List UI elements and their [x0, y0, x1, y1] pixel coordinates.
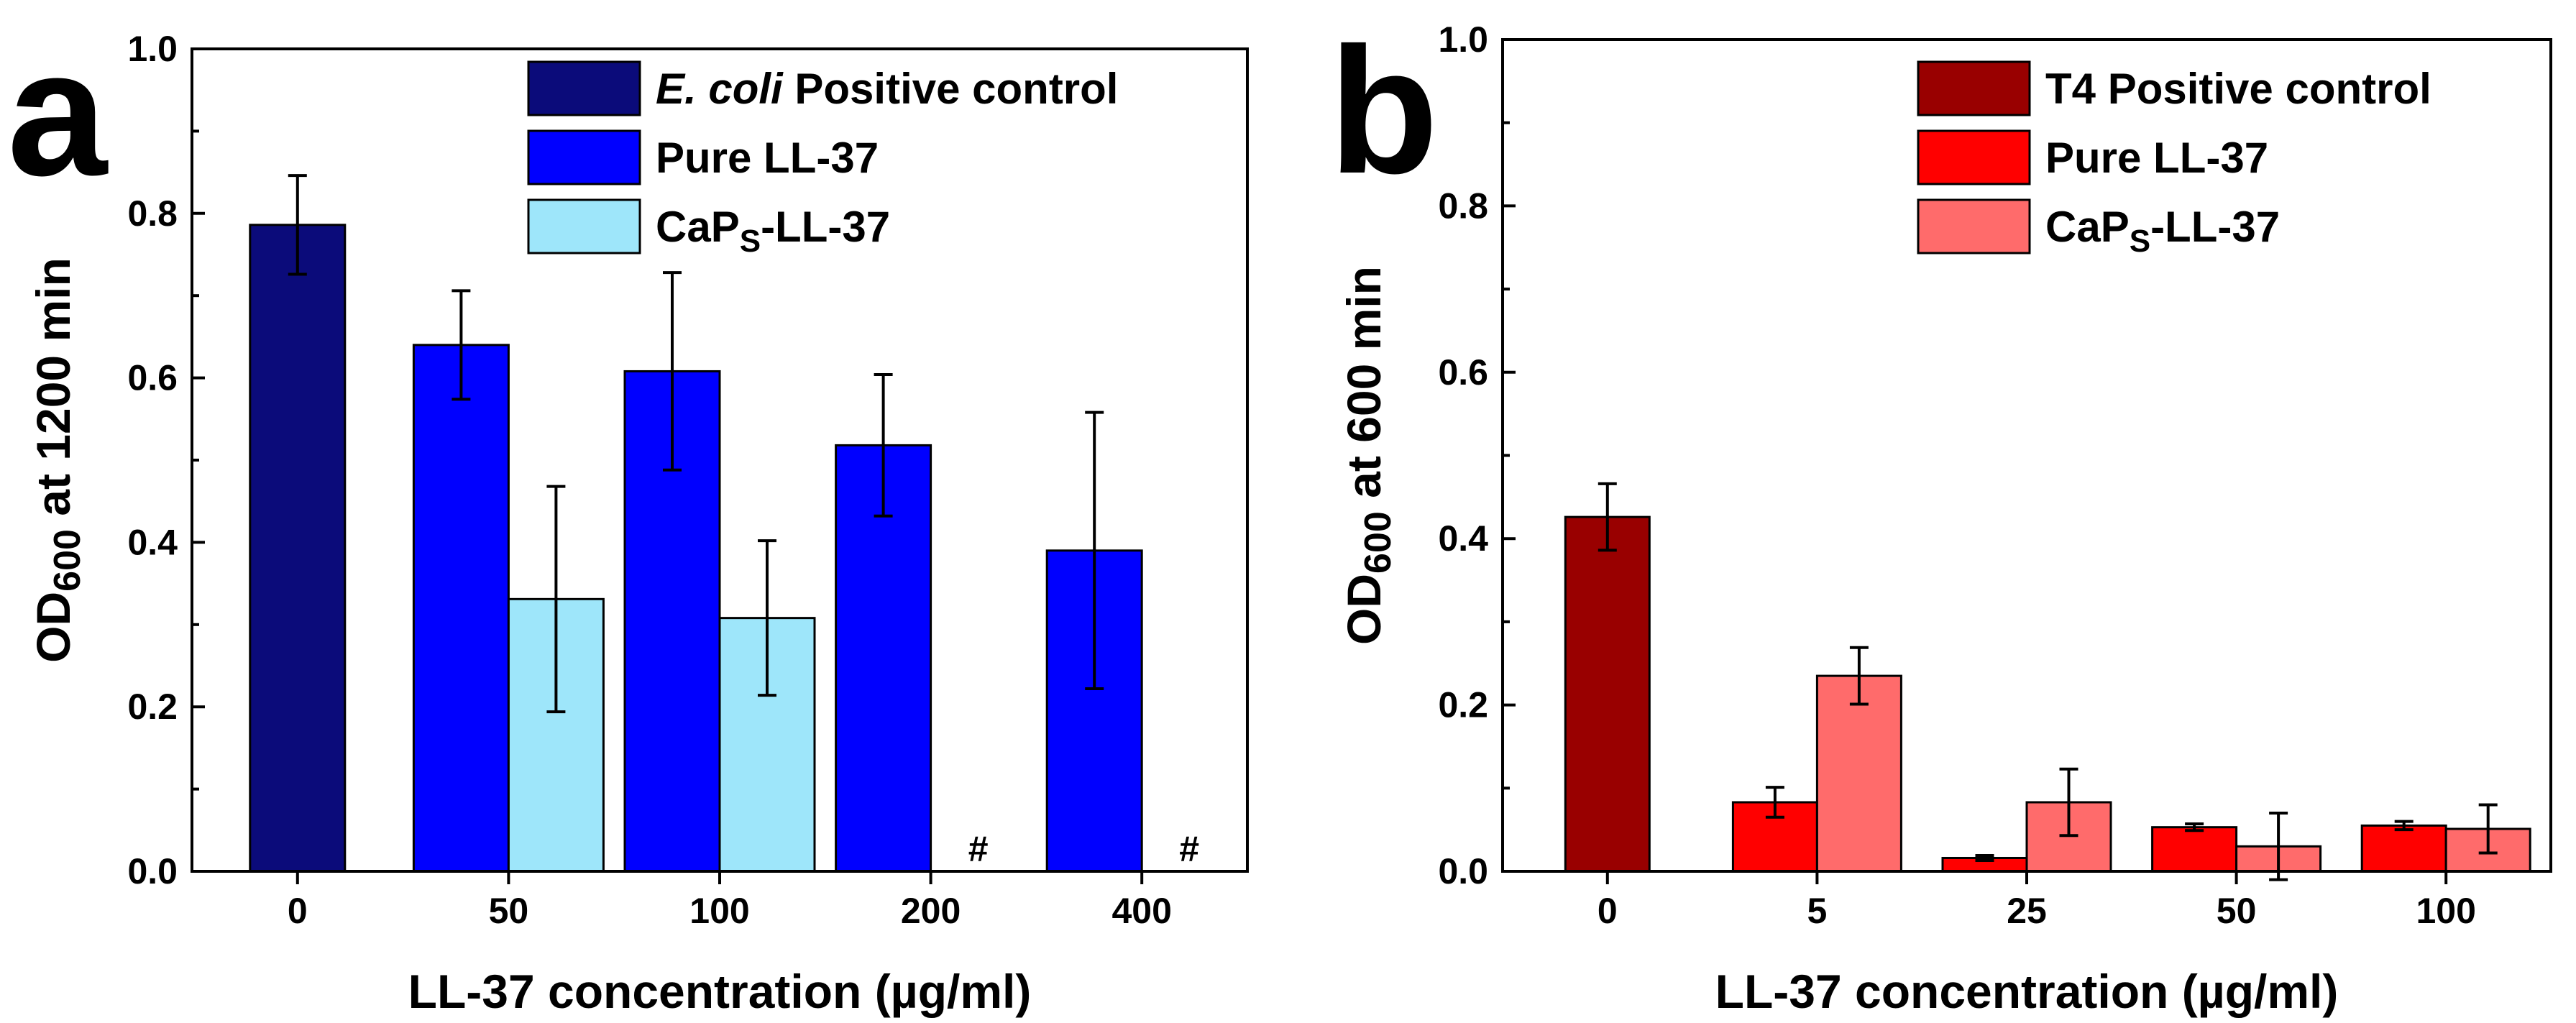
- no-growth-marker: #: [968, 829, 989, 869]
- x-tick-label: 50: [2217, 891, 2257, 931]
- y-axis-title-main: OD: [1337, 574, 1390, 645]
- panel-label: a: [7, 12, 109, 213]
- bar: [249, 224, 347, 873]
- x-tick-label: 0: [1598, 891, 1618, 931]
- legend-label-main: CaP: [656, 203, 740, 251]
- legend-swatch: [1917, 60, 2031, 116]
- legend-label-rest: -LL-37: [761, 203, 890, 251]
- y-tick-label: 0.8: [1438, 185, 1488, 226]
- y-tick-label: 0.2: [1438, 685, 1488, 725]
- y-tick-label: 0.6: [1438, 352, 1488, 393]
- legend-label: CaPS-LL-37: [2045, 203, 2280, 259]
- y-axis-title: OD600 at 1200 min: [27, 257, 88, 663]
- legend-swatch: [1917, 198, 2031, 254]
- x-tick-label: 400: [1111, 891, 1171, 931]
- legend-swatch: [527, 60, 641, 116]
- y-tick-label: 1.0: [1438, 19, 1488, 60]
- legend-label-subscript: S: [2130, 224, 2150, 259]
- legend-label-rest: -LL-37: [2150, 203, 2280, 251]
- panel-a: a # #0.0 0.2 0.4 0.6 0.8 1.0 0 50 100 200 400 LL-37 c…: [7, 12, 1249, 1018]
- y-tick-label: 0.4: [1438, 518, 1488, 559]
- y-axis-title-subscript: 600: [47, 529, 88, 592]
- bar: [412, 344, 510, 873]
- legend-label: Pure LL-37: [2045, 134, 2268, 182]
- x-tick-label: 5: [1807, 891, 1827, 931]
- y-tick-label: 0.6: [127, 358, 178, 398]
- y-tick-label: 0.0: [127, 851, 178, 891]
- legend-label: T4 Positive control: [2045, 65, 2431, 113]
- x-tick-label: 100: [689, 891, 749, 931]
- x-tick-label: 0: [288, 891, 308, 931]
- y-axis-title: OD600 at 600 min: [1337, 266, 1399, 645]
- panel-b: b 0.0 0.2 0.4 0.6 0.8 1.0 0 5 25 50 100 LL-37 concen…: [1329, 10, 2552, 1018]
- bar: [2151, 826, 2238, 873]
- y-axis-title-rest: at 1200 min: [27, 257, 80, 529]
- legend-label-rest: Positive control: [783, 65, 1119, 113]
- x-tick-label: 100: [2416, 891, 2475, 931]
- y-tick-label: 1.0: [127, 29, 178, 69]
- bar: [1564, 515, 1651, 873]
- legend-label-main: CaP: [2045, 203, 2130, 251]
- x-axis-title: LL-37 concentration (µg/ml): [408, 965, 1032, 1018]
- legend-label-subscript: S: [740, 224, 761, 259]
- x-tick-label: 200: [901, 891, 961, 931]
- legend-label-italic: E. coli: [656, 65, 784, 113]
- legend-swatch: [1917, 129, 2031, 185]
- panel-label: b: [1329, 10, 1439, 211]
- y-tick-label: 0.0: [1438, 851, 1488, 891]
- legend-label: E. coli Positive control: [656, 65, 1118, 113]
- bar: [2360, 824, 2447, 873]
- y-tick-label: 0.8: [127, 193, 178, 234]
- x-tick-label: 50: [489, 891, 529, 931]
- y-axis-title-main: OD: [27, 592, 80, 663]
- legend-swatch: [527, 198, 641, 254]
- x-axis-title: LL-37 concentration (µg/ml): [1715, 965, 2339, 1018]
- legend-swatch: [527, 129, 641, 185]
- y-tick-label: 0.2: [127, 687, 178, 727]
- y-axis-title-subscript: 600: [1357, 511, 1399, 574]
- x-tick-label: 25: [2007, 891, 2047, 931]
- legend-label: CaPS-LL-37: [656, 203, 890, 259]
- y-tick-label: 0.4: [127, 522, 178, 562]
- y-axis-title-rest: at 600 min: [1337, 266, 1390, 511]
- no-growth-marker: #: [1179, 829, 1199, 869]
- legend-label: Pure LL-37: [656, 134, 879, 182]
